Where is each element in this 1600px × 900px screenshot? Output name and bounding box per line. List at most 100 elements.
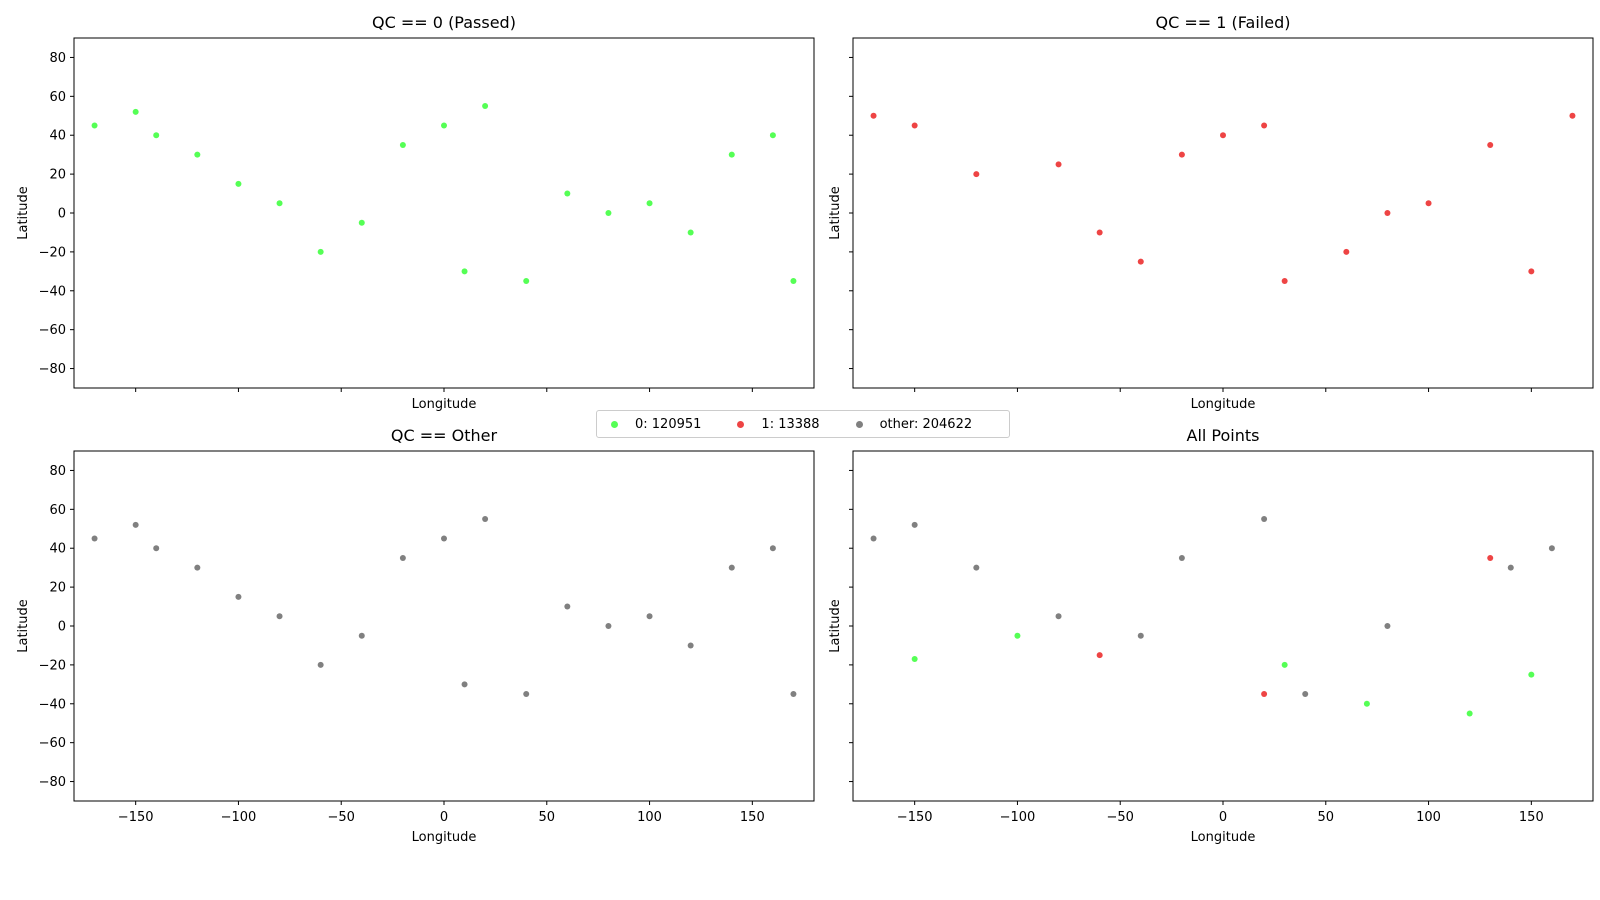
point-2-0-2 — [153, 545, 160, 552]
panel-title-2: QC == Other — [391, 426, 498, 445]
point-0-0-4 — [235, 180, 242, 187]
legend-entry-2: other: 204622 — [855, 417, 972, 432]
point-1-0-6 — [1178, 151, 1185, 158]
points-1 — [870, 112, 1576, 285]
point-1-0-9 — [1281, 278, 1288, 285]
axes-frame-0 — [73, 37, 815, 389]
point-1-0-0 — [870, 112, 877, 119]
point-3-0-9 — [1507, 564, 1514, 571]
point-0-0-8 — [399, 141, 406, 148]
point-2-0-8 — [399, 554, 406, 561]
point-1-0-2 — [973, 171, 980, 178]
xtick-label-3-3: 0 — [1219, 810, 1227, 825]
point-3-1-3 — [1363, 700, 1370, 707]
point-0-0-19 — [790, 278, 797, 285]
point-0-0-2 — [153, 132, 160, 139]
legend-label-1: 1: 13388 — [761, 416, 820, 432]
legend: 0: 120951 1: 13388 other: 204622 — [596, 410, 1010, 438]
point-0-0-17 — [728, 151, 735, 158]
ytick-label-2-0: −80 — [39, 775, 66, 790]
point-2-0-9 — [441, 535, 447, 542]
legend-marker-0 — [611, 420, 618, 428]
legend-entry-0: 0: 120951 — [611, 417, 701, 432]
xtick-label-2-6: 150 — [740, 810, 765, 825]
points-3 — [870, 516, 1555, 717]
point-3-0-8 — [1384, 623, 1391, 629]
xlabel-1: Longitude — [1191, 397, 1256, 412]
ytick-label-0-3: −20 — [39, 245, 66, 260]
point-0-0-18 — [769, 132, 776, 139]
legend-marker-2 — [855, 420, 863, 428]
point-1-0-4 — [1096, 229, 1103, 236]
point-0-0-5 — [276, 200, 283, 207]
point-2-0-14 — [605, 623, 612, 629]
ylabel-0: Latitude — [16, 186, 31, 240]
panel-title-0: QC == 0 (Passed) — [372, 13, 516, 32]
point-1-0-3 — [1055, 161, 1062, 168]
xtick-label-2-3: 0 — [440, 810, 448, 825]
ytick-label-0-6: 40 — [49, 129, 66, 144]
ytick-label-2-2: −40 — [39, 697, 66, 712]
ylabel-3: Latitude — [828, 599, 843, 653]
point-3-1-2 — [1281, 661, 1288, 668]
ytick-label-0-2: −40 — [39, 284, 66, 299]
axes-frame-3 — [852, 450, 1594, 802]
xtick-label-3-4: 50 — [1318, 810, 1335, 825]
point-2-0-4 — [235, 593, 242, 600]
xtick-label-3-2: −50 — [1107, 810, 1134, 825]
point-0-0-13 — [564, 190, 571, 197]
point-2-0-7 — [358, 632, 365, 639]
panel-2: −150 −100 −50 0 50 100 150 −80 −60 −40 −20 0 20 40 60 8… — [16, 426, 815, 845]
xlabel-0: Longitude — [412, 397, 477, 412]
point-3-0-1 — [911, 521, 918, 528]
ytick-label-2-6: 40 — [49, 542, 66, 557]
ytick-label-0-8: 80 — [49, 51, 66, 66]
point-3-2-2 — [1487, 554, 1494, 561]
point-0-0-1 — [132, 108, 139, 115]
xtick-label-3-0: −150 — [897, 810, 933, 825]
point-2-0-16 — [687, 642, 694, 649]
points-0 — [91, 103, 797, 285]
ylabel-1: Latitude — [828, 186, 843, 240]
point-2-0-1 — [132, 521, 139, 528]
point-1-0-15 — [1569, 112, 1576, 119]
point-3-2-0 — [1096, 652, 1103, 659]
ylabel-2: Latitude — [16, 599, 31, 653]
point-3-1-4 — [1466, 710, 1473, 717]
xtick-label-2-2: −50 — [328, 810, 355, 825]
point-1-0-10 — [1343, 248, 1350, 255]
xtick-label-2-1: −100 — [221, 810, 257, 825]
point-1-0-5 — [1137, 258, 1144, 265]
point-1-0-7 — [1220, 132, 1226, 139]
point-0-0-12 — [523, 278, 530, 285]
point-0-0-3 — [194, 151, 201, 158]
point-2-0-15 — [646, 613, 653, 620]
ytick-label-2-1: −60 — [39, 736, 66, 751]
ytick-label-2-8: 80 — [49, 464, 66, 479]
point-2-0-19 — [790, 691, 797, 698]
legend-entry-1: 1: 13388 — [737, 416, 820, 432]
point-2-0-5 — [276, 613, 283, 620]
point-3-1-1 — [1014, 632, 1021, 639]
xlabel-2: Longitude — [412, 830, 477, 845]
point-2-0-0 — [91, 535, 98, 542]
xtick-label-3-6: 150 — [1519, 810, 1544, 825]
point-3-1-5 — [1528, 671, 1535, 678]
xtick-label-3-1: −100 — [1000, 810, 1036, 825]
point-3-0-4 — [1137, 632, 1144, 639]
ytick-label-0-0: −80 — [39, 362, 66, 377]
point-3-2-1 — [1261, 691, 1268, 698]
axes-frame-2 — [73, 450, 815, 802]
xtick-label-2-4: 50 — [539, 810, 556, 825]
point-0-0-14 — [605, 210, 612, 216]
point-3-0-7 — [1302, 691, 1309, 698]
point-0-0-15 — [646, 200, 653, 207]
ytick-label-0-7: 60 — [49, 90, 66, 105]
point-0-0-10 — [482, 103, 489, 110]
point-3-0-6 — [1261, 516, 1268, 523]
point-1-0-8 — [1261, 122, 1268, 129]
legend-label-0: 0: 120951 — [635, 416, 702, 432]
ytick-label-0-5: 20 — [49, 168, 66, 183]
point-2-0-3 — [194, 564, 201, 571]
point-2-0-10 — [482, 516, 489, 523]
